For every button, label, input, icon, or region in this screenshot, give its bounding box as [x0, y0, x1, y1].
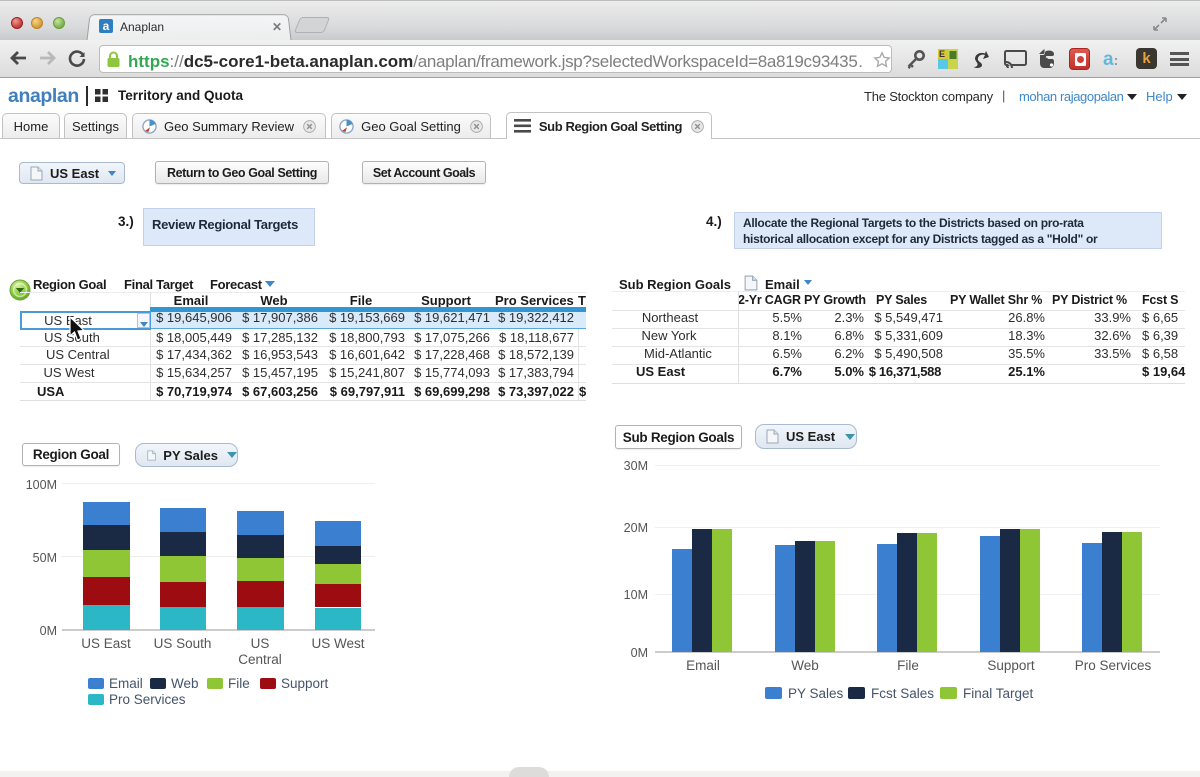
svg-text:E: E: [939, 49, 945, 59]
